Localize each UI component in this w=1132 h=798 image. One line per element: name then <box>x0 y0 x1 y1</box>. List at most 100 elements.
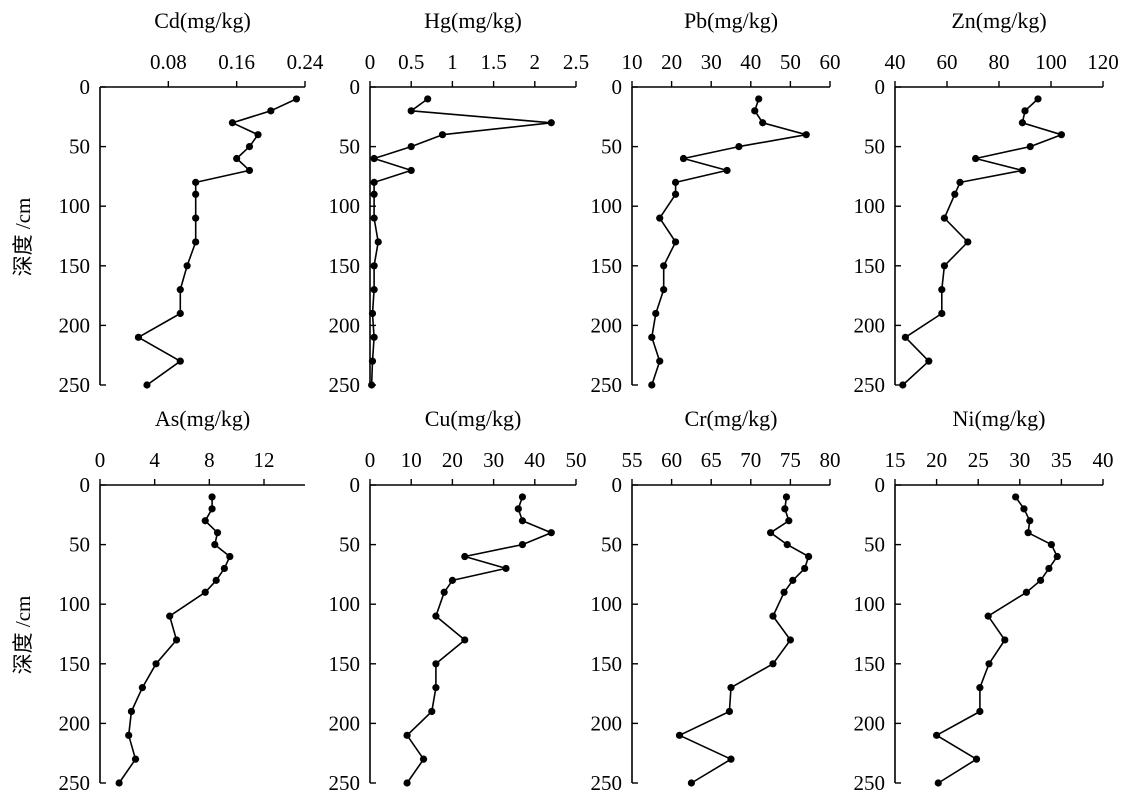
y-tick-label: 100 <box>591 194 623 218</box>
panel-1: Hg(mg/kg) 0 0.5 1 1.5 2 2.5 0 50 100 150 200 250 <box>329 8 590 397</box>
y-tick-label: 250 <box>854 771 886 795</box>
y-tick-label: 150 <box>59 652 91 676</box>
data-point <box>1021 107 1029 115</box>
data-point <box>951 190 959 198</box>
x-tick-label: 80 <box>989 50 1010 74</box>
y-tick-label: 200 <box>329 313 361 337</box>
data-point <box>201 588 209 596</box>
x-tick-label: 0.16 <box>218 50 255 74</box>
data-point <box>940 214 949 222</box>
data-point <box>245 166 254 175</box>
data-point <box>759 119 767 127</box>
y-tick-label: 50 <box>864 533 885 557</box>
data-point <box>1024 529 1032 537</box>
data-point <box>370 286 378 294</box>
data-point <box>432 684 440 692</box>
data-point <box>1034 95 1042 103</box>
y-tick-label: 100 <box>59 592 91 616</box>
panel-title: As(mg/kg) <box>155 406 250 431</box>
panel-0: Cd(mg/kg) 0.08 0.16 0.24 0 50 100 150 200 250 <box>59 8 324 397</box>
data-point <box>403 779 411 787</box>
data-point <box>801 564 809 573</box>
data-point <box>1012 493 1020 501</box>
data-point <box>1026 517 1034 525</box>
y-tick-label: 200 <box>591 711 623 735</box>
data-point <box>899 381 907 389</box>
data-point <box>125 731 133 739</box>
data-point <box>131 755 140 763</box>
x-tick-label: 40 <box>524 448 545 472</box>
y-tick-label: 50 <box>864 135 885 159</box>
data-point <box>901 333 910 341</box>
data-point <box>208 493 216 501</box>
y-tick-label: 0 <box>875 473 886 497</box>
y-tick-label: 200 <box>329 711 361 735</box>
data-point <box>428 707 436 716</box>
data-point <box>1057 131 1065 139</box>
x-tick-label: 65 <box>701 448 722 472</box>
data-point <box>419 755 428 763</box>
data-point <box>432 612 440 620</box>
data-point <box>461 636 469 644</box>
panel-5: Cu(mg/kg) 0 10 20 30 40 50 0 50 100 150 200 250 <box>329 406 587 795</box>
data-point <box>972 755 981 763</box>
panel-title: Cd(mg/kg) <box>154 8 251 33</box>
y-tick-label: 100 <box>59 194 91 218</box>
series-line <box>902 98 1063 386</box>
data-point <box>780 588 788 596</box>
data-point <box>208 505 216 513</box>
y-tick-label: 0 <box>612 75 623 99</box>
data-point <box>368 381 376 389</box>
data-point <box>226 552 234 561</box>
data-point <box>755 95 763 103</box>
data-point <box>172 636 181 644</box>
data-point <box>785 517 793 525</box>
panel-4: As(mg/kg) 0 4 8 12 0 50 100 150 200 250 <box>59 406 305 795</box>
data-point <box>370 333 378 341</box>
data-point <box>671 178 680 186</box>
x-tick-label: 12 <box>254 448 275 472</box>
x-tick-label: 0 <box>365 448 376 472</box>
x-tick-label: 0.24 <box>287 50 324 74</box>
y-tick-label: 0 <box>350 75 361 99</box>
data-point <box>656 214 664 222</box>
data-point <box>211 541 219 549</box>
data-point <box>370 154 378 163</box>
data-point <box>802 131 810 139</box>
x-tick-label: 40 <box>1093 448 1114 472</box>
data-point <box>440 588 448 596</box>
x-tick-label: 2 <box>530 50 541 74</box>
x-tick-label: 20 <box>926 448 947 472</box>
series-line <box>406 496 553 784</box>
data-point <box>1045 564 1053 573</box>
data-point <box>448 576 456 584</box>
x-tick-label: 30 <box>1009 448 1030 472</box>
data-point <box>781 505 789 513</box>
data-point <box>407 107 415 115</box>
data-point <box>370 190 378 198</box>
data-point <box>1018 166 1026 175</box>
data-point <box>220 564 228 573</box>
data-point <box>176 357 184 365</box>
data-point <box>660 286 668 294</box>
y-tick-label: 150 <box>329 652 361 676</box>
y-tick-label: 0 <box>80 75 91 99</box>
data-point <box>368 309 377 318</box>
x-tick-label: 50 <box>566 448 587 472</box>
data-point <box>370 214 378 222</box>
x-tick-label: 55 <box>622 448 643 472</box>
data-point <box>769 660 777 668</box>
data-point <box>514 505 522 513</box>
data-point <box>652 309 660 318</box>
panel-title: Cu(mg/kg) <box>425 406 522 431</box>
data-point <box>407 143 415 151</box>
data-point <box>547 529 555 537</box>
y-tick-label: 100 <box>329 194 361 218</box>
data-point <box>152 660 160 668</box>
data-point <box>370 178 378 186</box>
x-tick-label: 1.5 <box>480 50 506 74</box>
data-point <box>1053 552 1061 561</box>
y-tick-label: 250 <box>59 373 91 397</box>
data-point <box>940 262 949 270</box>
